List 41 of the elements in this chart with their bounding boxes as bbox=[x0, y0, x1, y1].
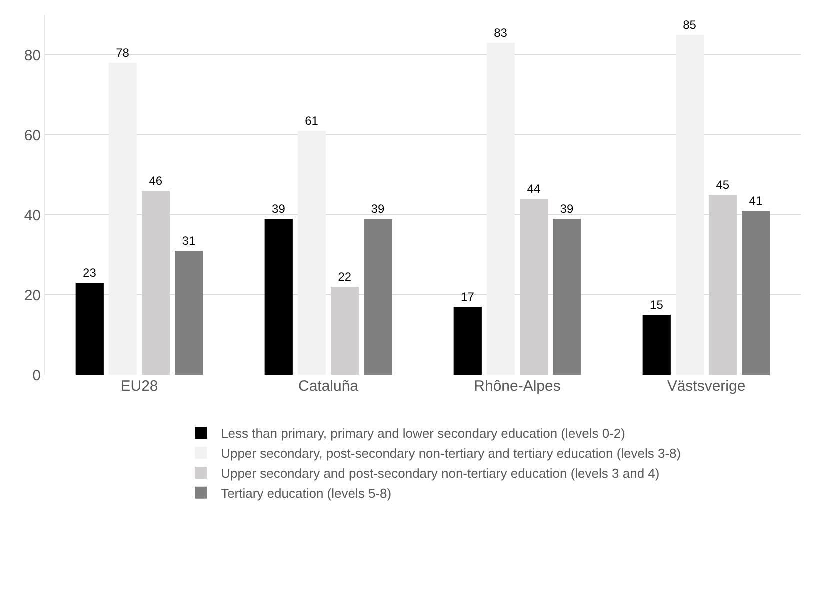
bar bbox=[108, 63, 138, 375]
bar bbox=[454, 307, 482, 375]
legend-label: Tertiary education (levels 5-8) bbox=[221, 486, 392, 501]
y-tick-label: 60 bbox=[24, 127, 41, 144]
data-label: 45 bbox=[716, 178, 730, 192]
data-label: 46 bbox=[149, 174, 163, 188]
y-tick-label: 80 bbox=[24, 47, 41, 64]
x-tick-label: EU28 bbox=[120, 378, 158, 395]
bar bbox=[642, 315, 671, 375]
bar bbox=[76, 283, 104, 375]
data-label: 15 bbox=[650, 298, 664, 312]
data-label: 23 bbox=[83, 266, 97, 280]
bar bbox=[676, 35, 704, 375]
x-tick-label: Cataluña bbox=[298, 378, 360, 395]
legend-label: Upper secondary and post-secondary non-tertiary education (levels 3 and 4) bbox=[221, 466, 660, 482]
data-label: 39 bbox=[560, 202, 574, 216]
data-label: 83 bbox=[494, 26, 508, 40]
bar bbox=[742, 211, 770, 375]
bar bbox=[264, 219, 293, 375]
bar bbox=[364, 219, 392, 375]
data-label: 78 bbox=[116, 46, 130, 60]
y-tick-label: 20 bbox=[24, 287, 41, 304]
y-tick-label: 40 bbox=[24, 207, 41, 224]
bar bbox=[175, 251, 204, 375]
data-label: 85 bbox=[683, 18, 697, 32]
data-label: 17 bbox=[461, 290, 475, 304]
legend-label: Less than primary, primary and lower secondary education (levels 0-2) bbox=[221, 426, 626, 442]
data-label: 39 bbox=[272, 202, 286, 216]
bar bbox=[486, 43, 516, 375]
y-tick-label: 0 bbox=[32, 367, 41, 384]
legend-label: Upper secondary, post-secondary non-tertiary and tertiary education (levels 3-8) bbox=[221, 446, 682, 462]
data-label: 44 bbox=[527, 182, 541, 196]
data-label: 61 bbox=[305, 114, 319, 128]
data-label: 39 bbox=[371, 202, 385, 216]
data-label: 41 bbox=[749, 194, 763, 208]
x-tick-label: Västsverige bbox=[667, 378, 746, 395]
data-label: 31 bbox=[182, 234, 196, 248]
x-tick-label: Rhône-Alpes bbox=[474, 378, 561, 395]
bar bbox=[553, 219, 582, 375]
data-label: 22 bbox=[338, 270, 352, 284]
bar bbox=[298, 131, 326, 375]
